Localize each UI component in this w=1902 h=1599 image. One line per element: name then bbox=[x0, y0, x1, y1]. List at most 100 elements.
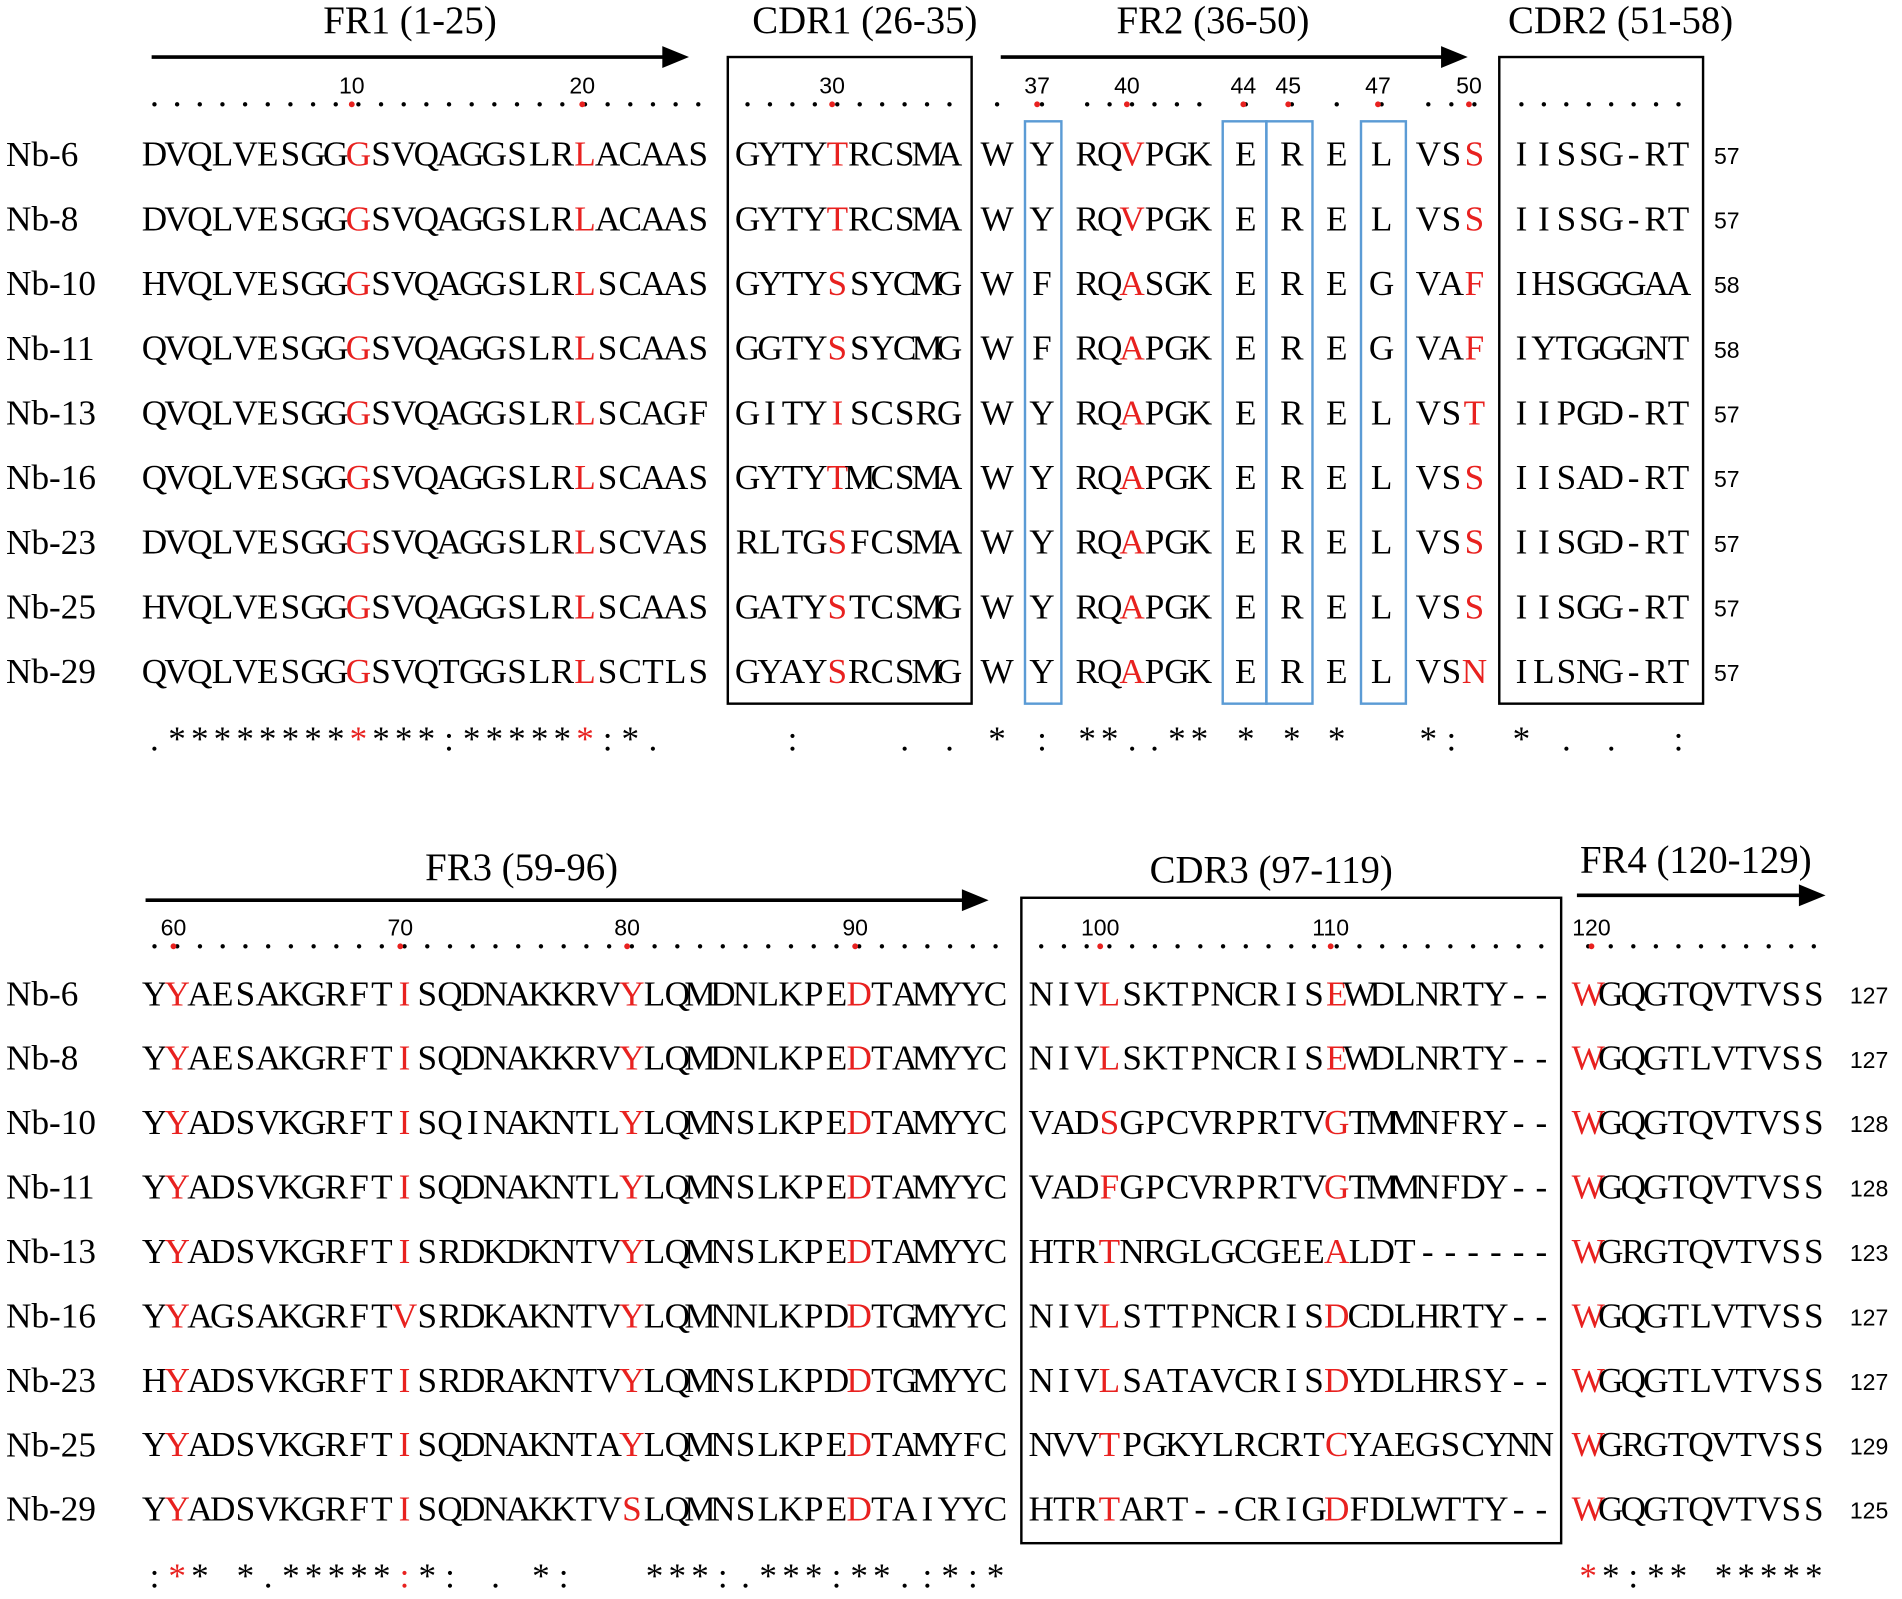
residues: Y bbox=[142, 1425, 167, 1464]
region-label: CDR2 (51-58) bbox=[1508, 0, 1733, 42]
sequence-length: 123 bbox=[1850, 1240, 1888, 1266]
residues: : bbox=[150, 1557, 160, 1596]
residues: NIV bbox=[1029, 974, 1100, 1013]
highlighted-residue: D bbox=[846, 1296, 871, 1335]
sequence-name: Nb-13 bbox=[6, 393, 96, 432]
ruler-dot bbox=[492, 102, 497, 107]
highlighted-residue: S bbox=[1465, 135, 1485, 174]
residues: LQMDNLKPE bbox=[644, 1039, 847, 1078]
ruler-dot bbox=[1129, 944, 1135, 949]
ruler-dot bbox=[1061, 944, 1067, 949]
highlighted-residue: Y bbox=[165, 1103, 190, 1142]
residues: W bbox=[980, 199, 1014, 238]
ruler-dot-highlight bbox=[852, 943, 859, 950]
ruler-dot bbox=[288, 102, 293, 107]
residues: TMMNFRY-- bbox=[1349, 1103, 1548, 1142]
ruler-dot-highlight bbox=[1240, 101, 1247, 108]
residues: ACAAS bbox=[595, 135, 708, 174]
residues: GQGTQVTVSS bbox=[1598, 1490, 1824, 1529]
residues: SCVAS bbox=[598, 523, 708, 562]
residues: L bbox=[1371, 135, 1392, 174]
residues: Y bbox=[142, 1490, 167, 1529]
sequence-cell: VST bbox=[1416, 393, 1486, 432]
residues: L bbox=[1371, 652, 1392, 691]
residues: Y bbox=[1029, 523, 1054, 562]
ruler-dot bbox=[696, 102, 701, 107]
ruler-dot bbox=[1175, 944, 1180, 949]
highlighted-residue: Y bbox=[619, 1361, 644, 1400]
residues: LQMNSLKPE bbox=[644, 1232, 847, 1271]
highlighted-residue: D bbox=[846, 1490, 871, 1529]
residues: STTPNCRIS bbox=[1122, 1296, 1324, 1335]
sequence-cell: RQAPGK bbox=[1075, 458, 1212, 497]
highlighted-residue: A bbox=[1119, 393, 1145, 432]
ruler-number: 80 bbox=[614, 914, 640, 940]
residues: L bbox=[1371, 587, 1392, 626]
sequence-cell: Y bbox=[1029, 587, 1054, 626]
highlighted-residue: D bbox=[1324, 1490, 1349, 1529]
sequence-cell: IIPGD-RT bbox=[1516, 393, 1690, 432]
ruler-dot bbox=[514, 102, 520, 107]
ruler-dot-highlight bbox=[1375, 101, 1381, 108]
ruler-dot bbox=[197, 944, 203, 949]
sequence-length: 57 bbox=[1714, 207, 1740, 233]
ruler-dot bbox=[1334, 944, 1339, 949]
ruler-dot bbox=[1564, 102, 1569, 107]
residues: SCAGF bbox=[598, 393, 708, 432]
residues: TCSMG bbox=[849, 587, 962, 626]
sequence-length: 58 bbox=[1714, 272, 1740, 298]
sequence-cell: ILSNG-RT bbox=[1516, 652, 1690, 691]
sequence-cell: IISAD-RT bbox=[1516, 458, 1690, 497]
sequence-cell: W bbox=[980, 393, 1014, 432]
highlighted-residue: * bbox=[1579, 1557, 1597, 1596]
ruler-dot bbox=[560, 102, 565, 107]
residues: LQMNSLKPE bbox=[644, 1425, 847, 1464]
residues: PGK bbox=[1145, 587, 1213, 626]
highlighted-residue: S bbox=[1465, 199, 1485, 238]
sequence-name: Nb-11 bbox=[6, 1168, 95, 1207]
sequence-cell: F bbox=[1032, 329, 1052, 368]
highlighted-residue: I bbox=[399, 1425, 411, 1464]
sequence-cell: W bbox=[980, 587, 1014, 626]
ruler-dot bbox=[673, 102, 678, 107]
sequence-name: Nb-10 bbox=[6, 264, 96, 303]
sequence-cell: HTRTART--CRIGDFDLWTTY-- bbox=[1029, 1490, 1548, 1529]
residues: Y bbox=[1029, 135, 1054, 174]
ruler-dot bbox=[675, 944, 680, 949]
sequence-cell: R bbox=[1280, 652, 1304, 691]
residues: NIV bbox=[1029, 1361, 1100, 1400]
highlighted-residue: S bbox=[828, 652, 848, 691]
sequence-cell: R bbox=[1280, 199, 1304, 238]
residues: TAMYYC bbox=[871, 1232, 1007, 1271]
sequence-cell: GYTYTRCSMA bbox=[735, 199, 963, 238]
residues: E bbox=[1326, 329, 1347, 368]
highlighted-residue: A bbox=[1119, 329, 1145, 368]
ruler-dot bbox=[538, 944, 544, 949]
residues: SRDKAKNTV bbox=[418, 1296, 622, 1335]
highlighted-residue: E bbox=[1326, 974, 1347, 1013]
residues: SCAAS bbox=[598, 329, 708, 368]
residues: R bbox=[1280, 393, 1304, 432]
residues: QVQLVESGG bbox=[142, 329, 349, 368]
ruler-dot bbox=[1516, 944, 1521, 949]
region-label: FR1 (1-25) bbox=[323, 0, 497, 42]
ruler-dot bbox=[1380, 944, 1385, 949]
highlighted-residue: S bbox=[828, 264, 848, 303]
ruler-dot bbox=[197, 102, 202, 107]
sequence-length: 129 bbox=[1850, 1433, 1888, 1459]
residues: VS bbox=[1416, 523, 1462, 562]
sequence-cell: E bbox=[1235, 652, 1256, 691]
residues: TAMYYC bbox=[871, 1168, 1007, 1207]
residues: W bbox=[980, 393, 1014, 432]
residues: E bbox=[1235, 523, 1256, 562]
highlighted-residue: W bbox=[1572, 1103, 1606, 1142]
residues: VS bbox=[1416, 135, 1462, 174]
residues: GPCVRPRTV bbox=[1119, 1168, 1326, 1207]
sequence-cell: DVQLVESGGGSVQAGGSLRLACAAS bbox=[142, 199, 708, 238]
highlighted-residue: I bbox=[399, 1232, 411, 1271]
ruler-dot bbox=[1107, 102, 1112, 107]
sequence-cell: R bbox=[1280, 523, 1304, 562]
residues: SVQTGGSLR bbox=[371, 652, 574, 691]
ruler-dot-highlight bbox=[1123, 101, 1130, 108]
residues: PGK bbox=[1145, 393, 1213, 432]
